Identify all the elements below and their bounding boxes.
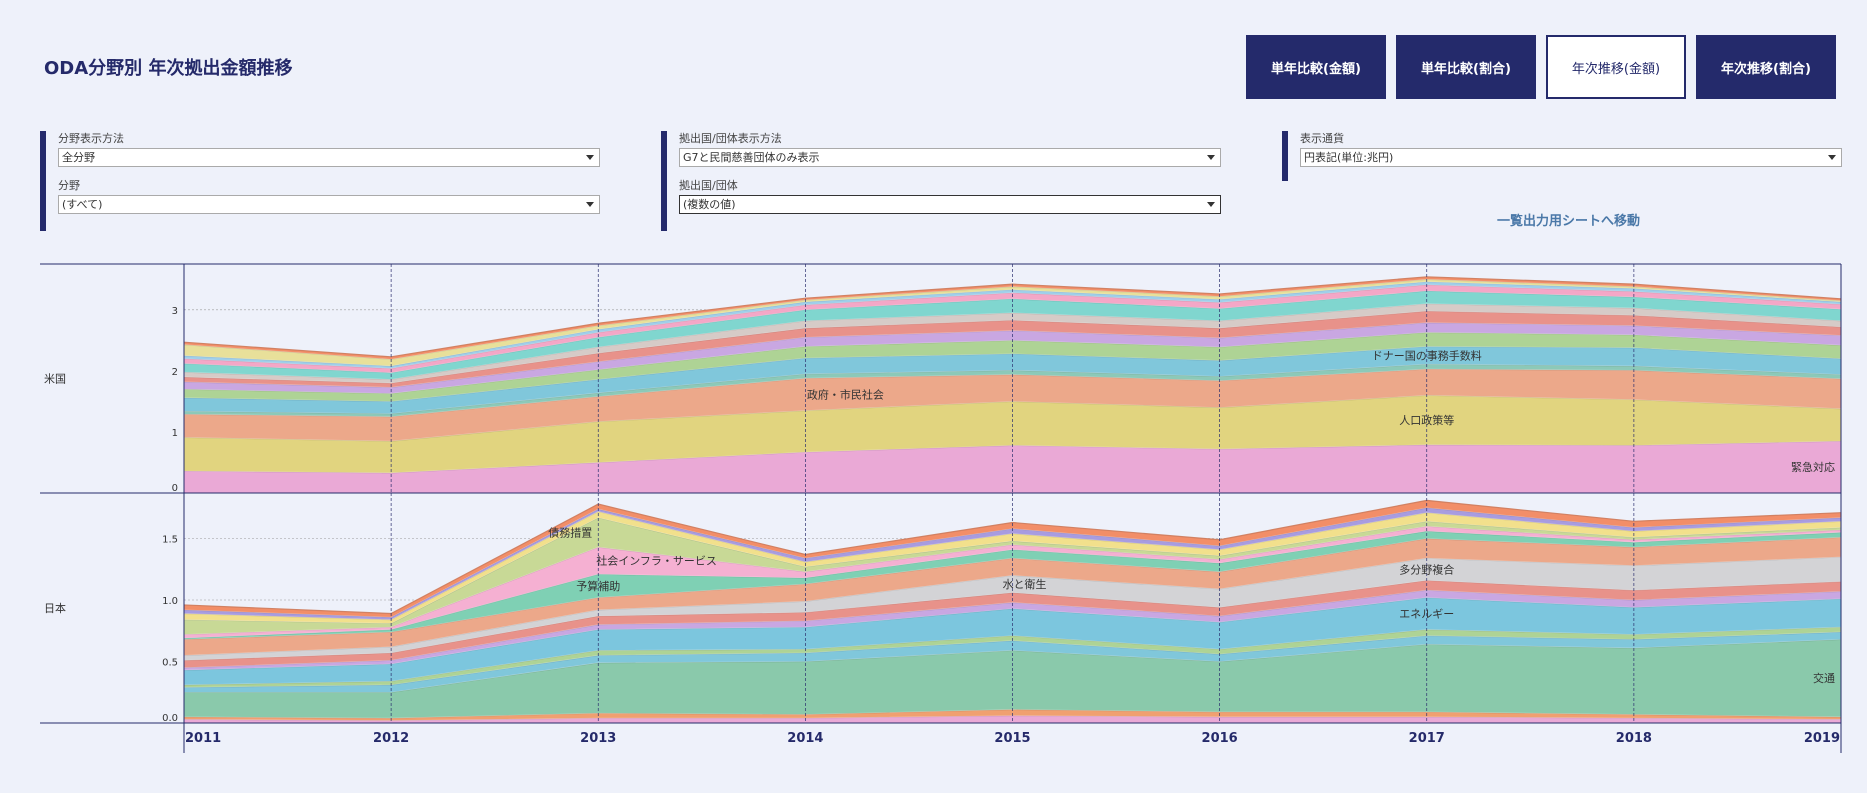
data-annotation: ドナー国の事務手数料 <box>1372 348 1482 362</box>
y-tick-label: 3 <box>172 306 178 317</box>
area-edge-1-15 <box>183 499 1842 615</box>
sector-display-select[interactable]: 全分野 <box>58 148 600 167</box>
sector-select[interactable]: (すべて) <box>58 195 600 214</box>
row-label: 米国 <box>44 373 66 386</box>
currency-select[interactable]: 円表記(単位:兆円) <box>1300 148 1842 167</box>
data-annotation: 債務措置 <box>548 525 592 539</box>
chevron-down-icon <box>586 155 594 160</box>
data-annotation: 水と衛生 <box>1003 577 1047 591</box>
chevron-down-icon <box>1207 155 1215 160</box>
donor-display-select[interactable]: G7と民間慈善団体のみ表示 <box>679 148 1221 167</box>
x-tick-label: 2011 <box>185 731 221 746</box>
chevron-down-icon <box>586 202 594 207</box>
donor-select[interactable]: (複数の値) <box>679 195 1221 214</box>
data-annotation: 緊急対応 <box>1791 460 1835 474</box>
chevron-down-icon <box>1207 202 1215 207</box>
tab-annual-trend-ratio[interactable]: 年次推移(割合) <box>1696 35 1836 99</box>
page-title: ODA分野別 年次拠出金額推移 <box>44 58 293 79</box>
data-annotation: エネルギー <box>1399 608 1454 621</box>
donor-display-label: 拠出国/団体表示方法 <box>679 132 782 145</box>
y-tick-label: 2 <box>172 367 178 378</box>
sector-filter-group: 分野表示方法 全分野 分野 (すべて) <box>40 131 600 231</box>
data-annotation: 予算補助 <box>576 579 620 593</box>
x-tick-label: 2016 <box>1202 731 1238 746</box>
data-annotation: 多分野複合 <box>1399 562 1454 576</box>
y-tick-label: 0.5 <box>162 658 178 669</box>
x-tick-label: 2012 <box>373 731 409 746</box>
x-tick-label: 2014 <box>787 731 823 746</box>
sector-label: 分野 <box>58 179 80 192</box>
donor-filter-group: 拠出国/団体表示方法 G7と民間慈善団体のみ表示 拠出国/団体 (複数の値) <box>661 131 1221 231</box>
chevron-down-icon <box>1828 155 1836 160</box>
sector-value: (すべて) <box>62 198 103 211</box>
donor-label: 拠出国/団体 <box>679 179 738 192</box>
currency-value: 円表記(単位:兆円) <box>1304 151 1394 164</box>
y-tick-label: 1.5 <box>162 535 178 546</box>
x-tick-label: 2018 <box>1616 731 1652 746</box>
sector-display-label: 分野表示方法 <box>58 132 124 145</box>
y-tick-label: 0.0 <box>162 713 178 724</box>
data-annotation: 交通 <box>1813 671 1835 685</box>
x-tick-label: 2013 <box>580 731 616 746</box>
sector-display-value: 全分野 <box>62 151 95 164</box>
row-label: 日本 <box>44 601 66 615</box>
y-tick-label: 1 <box>172 428 178 439</box>
x-tick-label: 2015 <box>994 731 1030 746</box>
tab-single-year-ratio[interactable]: 単年比較(割合) <box>1396 35 1536 99</box>
y-tick-label: 0 <box>172 483 178 494</box>
data-annotation: 社会インフラ・サービス <box>596 554 717 568</box>
currency-label: 表示通貨 <box>1300 132 1344 145</box>
export-sheet-link[interactable]: 一覧出力用シートへ移動 <box>1497 214 1641 229</box>
x-tick-label: 2017 <box>1409 731 1445 746</box>
y-tick-label: 1.0 <box>162 596 178 607</box>
currency-filter-group: 表示通貨 円表記(単位:兆円) <box>1282 131 1842 181</box>
data-annotation: 人口政策等 <box>1399 413 1454 427</box>
data-annotation: 政府・市民社会 <box>807 387 884 401</box>
donor-display-value: G7と民間慈善団体のみ表示 <box>683 151 820 164</box>
donor-value: (複数の値) <box>683 198 736 211</box>
x-tick-label: 2019 <box>1804 731 1840 746</box>
tab-single-year-amount[interactable]: 単年比較(金額) <box>1246 35 1386 99</box>
tab-annual-trend-amount[interactable]: 年次推移(金額) <box>1546 35 1686 99</box>
